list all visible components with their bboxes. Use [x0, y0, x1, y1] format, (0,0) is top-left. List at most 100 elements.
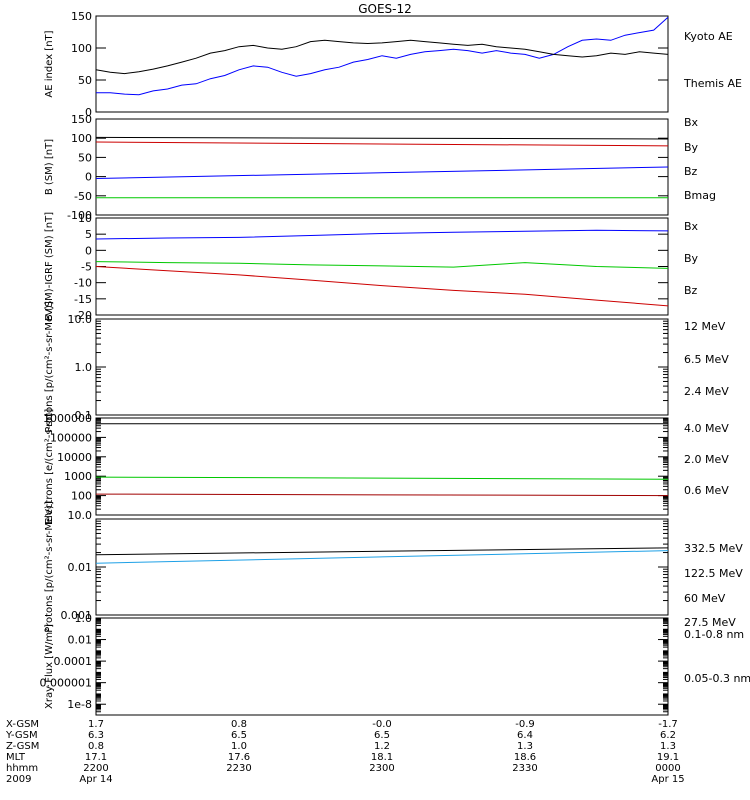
footer-row-label: MLT: [6, 752, 26, 763]
legend-entry: 6.5 MeV: [684, 353, 729, 366]
series-line-bx: [95, 229, 669, 240]
y-tick-label: 0: [85, 171, 92, 184]
y-tick-label: 10.0: [68, 509, 93, 522]
legend-entry: 122.5 MeV: [684, 567, 743, 580]
footer-cell: 19.1: [657, 752, 679, 763]
footer-cell: 1.2: [374, 741, 390, 752]
y-axis-label: Xray Flux [W/m²]: [44, 624, 55, 709]
series-line-themis-ae: [95, 39, 669, 75]
series-line-kyoto-ae: [96, 16, 669, 96]
legend-entry: 60 MeV: [684, 592, 726, 605]
footer-row-label: X-GSM: [6, 719, 39, 730]
footer-cell: 1.0: [231, 741, 247, 752]
series-line-bx: [95, 166, 669, 179]
panel-frame: [95, 417, 669, 516]
y-tick-label: 1.0: [75, 612, 93, 625]
legend-entry: 2.4 MeV: [684, 385, 729, 398]
footer-cell: 0000: [655, 763, 680, 774]
footer-cell: -1.7: [658, 719, 678, 730]
series-line-27-5-mev: [95, 547, 669, 556]
panel-5: 0.001 0.01 Protons [p/(cm²-s-sr-MeV)] 332.5…: [44, 501, 743, 633]
panel-frame: [95, 617, 669, 716]
series-line-2-0-mev: [95, 476, 669, 480]
y-axis-label: Electrons [e/(cm²-s-sr)]: [44, 409, 55, 525]
y-tick-label: -20: [74, 309, 92, 322]
footer-row-label: hhmm: [6, 763, 38, 774]
footer-cell: 2330: [512, 763, 537, 774]
y-tick-label: 100: [71, 490, 92, 503]
y-tick-label: 150: [71, 113, 92, 126]
footer-cell: 6.3: [88, 730, 104, 741]
footer-cell: 6.4: [517, 730, 533, 741]
legend-entry: By: [684, 252, 699, 265]
series-line-by: [95, 261, 669, 269]
series-line-60-mev: [95, 550, 669, 564]
panel-frame: [95, 118, 669, 216]
y-axis-label: Protons [p/(cm²-s-sr-MeV)]: [44, 301, 55, 433]
y-tick-label: 1000000: [43, 412, 92, 425]
legend-entry: 12 MeV: [684, 320, 726, 333]
y-tick-label: -15: [74, 293, 92, 306]
y-tick-label: 0.0001: [54, 655, 93, 668]
y-tick-label: 5: [85, 228, 92, 241]
y-tick-label: 0.001: [61, 609, 93, 622]
y-tick-label: 150: [71, 10, 92, 23]
panel-6: 1e-8 0.000001 0.0001 0.01 1.0 Xray Flux [W/m²…: [40, 612, 750, 716]
y-tick-label: 100: [71, 42, 92, 55]
footer-cell: 18.6: [514, 752, 536, 763]
series-line-4-0-mev: [95, 493, 669, 497]
footer-cell: Apr 14: [79, 774, 112, 785]
legend-entry: Bx: [684, 116, 699, 129]
y-tick-label: 1000: [64, 470, 92, 483]
footer-row-label: Y-GSM: [5, 730, 38, 741]
panel-frame: [95, 217, 669, 316]
series-line-bz: [95, 141, 669, 147]
legend-entry: 4.0 MeV: [684, 422, 729, 435]
footer-cell: Apr 15: [651, 774, 684, 785]
y-tick-label: 50: [78, 151, 92, 164]
footer-cell: 1.3: [517, 741, 533, 752]
series-line-bz: [95, 266, 669, 307]
y-axis-label: B (SM)-IGRF (SM) [nT]: [44, 212, 55, 321]
footer-cell: 6.5: [231, 730, 247, 741]
panel-3: 0.1 1.0 10.0 Protons [p/(cm²-s-sr-MeV)] 12 M…: [44, 301, 729, 433]
y-tick-label: 10000: [57, 451, 92, 464]
legend-entry: 332.5 MeV: [684, 542, 743, 555]
footer-cell: 17.6: [228, 752, 250, 763]
footer-cell: 2300: [369, 763, 394, 774]
footer-cell: 1.3: [660, 741, 676, 752]
footer-cell: 18.1: [371, 752, 393, 763]
y-tick-label: 10.0: [68, 313, 93, 326]
series-line-bmag: [95, 136, 669, 140]
panel-2: -20 -15 -10 -5 0 5 10 B (SM)-IGRF (SM) [nT] Bx By…: [44, 212, 699, 322]
footer-cell: 1.7: [88, 719, 104, 730]
footer-cell: -0.0: [372, 719, 392, 730]
footer-cell: -0.9: [515, 719, 535, 730]
footer-cell: 6.5: [374, 730, 390, 741]
y-tick-label: 50: [78, 74, 92, 87]
panel-1: -100 -50 0 50 100 150 B (SM) [nT] Bx By Bz Bmag: [44, 113, 716, 222]
y-tick-label: 0.01: [68, 634, 93, 647]
y-tick-label: 0.01: [68, 561, 93, 574]
panel-0: 0 50 100 150 AE index [nT] Kyoto AE Themis AE: [44, 10, 742, 119]
footer-row-label: Z-GSM: [6, 741, 39, 752]
footer-cell: 0.8: [231, 719, 247, 730]
panel-frame: [95, 318, 669, 416]
y-tick-label: 10: [78, 212, 92, 225]
y-axis-label: B (SM) [nT]: [44, 139, 55, 195]
y-tick-label: 100: [71, 132, 92, 145]
y-tick-label: 0.000001: [40, 677, 93, 690]
legend-entry: 27.5 MeV: [684, 616, 736, 629]
legend-entry: Bz: [684, 284, 698, 297]
footer-row-label: 2009: [6, 774, 31, 785]
y-axis-label: AE index [nT]: [44, 30, 55, 97]
legend-entry: 2.0 MeV: [684, 453, 729, 466]
y-tick-label: 0.1: [75, 409, 93, 422]
legend-entry: Bz: [684, 165, 698, 178]
footer-cell: 6.2: [660, 730, 676, 741]
y-tick-label: -50: [74, 190, 92, 203]
legend-entry: Bmag: [684, 189, 716, 202]
y-tick-label: 1.0: [75, 361, 93, 374]
